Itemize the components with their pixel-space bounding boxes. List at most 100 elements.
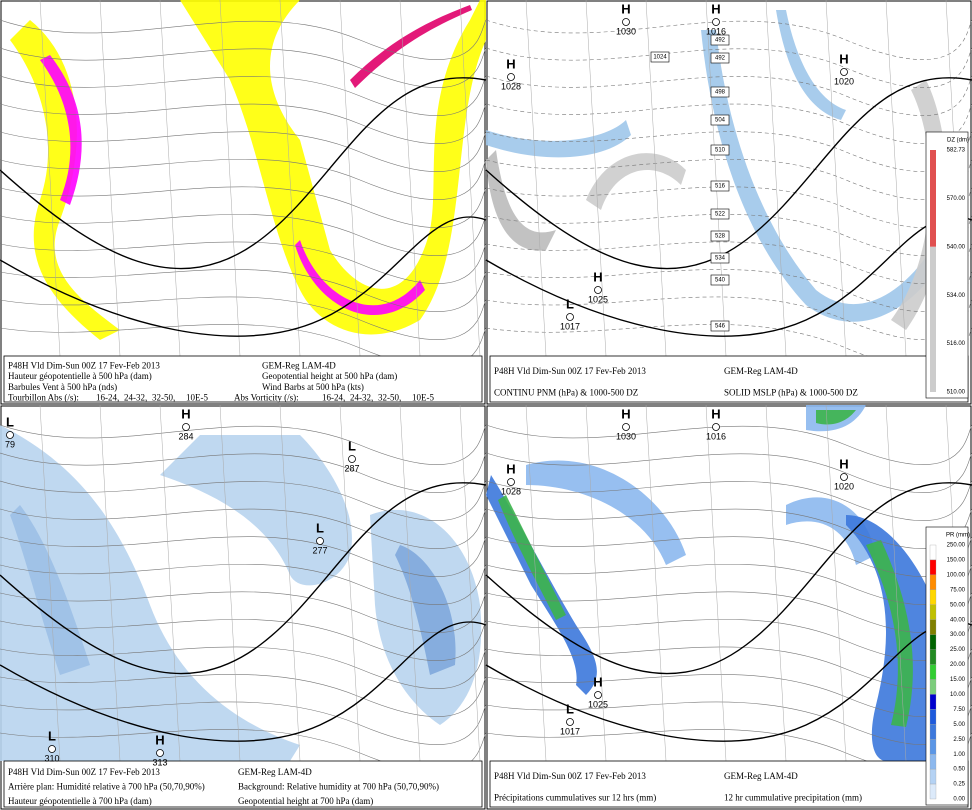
- legend-swatch: [929, 679, 937, 695]
- border-line: [765, 0, 787, 357]
- legend-label: 516.00: [947, 341, 966, 347]
- caption-text: GEM-Reg LAM-4D: [238, 767, 312, 777]
- pressure-center-value: 1020: [834, 481, 854, 491]
- legend-swatch: [929, 574, 937, 590]
- center-marker: [316, 537, 324, 545]
- pressure-center-letter: H: [839, 51, 848, 66]
- thickness-box: [710, 114, 730, 126]
- border-line: [99, 0, 121, 357]
- caption: P48H Vld Dim-Sun 00Z 17 Fev-Feb 2013 Préc…: [489, 760, 969, 808]
- center-marker: [840, 68, 848, 76]
- border-line: [459, 404, 481, 762]
- field-area: [816, 410, 856, 425]
- border-line: [279, 0, 301, 357]
- pressure-center-letter: H: [506, 461, 515, 476]
- border-line: [825, 404, 847, 762]
- legend-swatch: [929, 768, 937, 785]
- contour-line: [0, 103, 487, 144]
- border-line: [99, 404, 121, 762]
- legend-swatch: [929, 694, 937, 710]
- field-area: [701, 30, 966, 322]
- legend-label: 250.00: [947, 543, 966, 549]
- border-line: [399, 0, 421, 357]
- legend-label: 540.00: [947, 244, 966, 250]
- height-contour: [485, 216, 972, 337]
- center-marker: [156, 749, 164, 757]
- legend-label: 30.00: [950, 632, 966, 638]
- thickness-box: [710, 320, 730, 332]
- caption-text: GEM-Reg LAM-4D: [724, 366, 798, 376]
- height-contour: [485, 482, 972, 675]
- caption-text: Geopotential height at 500 hPa (dam): [262, 371, 397, 381]
- caption-text: Barbules Vent à 500 hPa (nds): [8, 382, 117, 392]
- center-marker: [622, 423, 630, 431]
- center-marker: [6, 431, 14, 439]
- center-marker: [840, 473, 848, 481]
- thickness-box: [710, 52, 730, 64]
- pressure-center-value: 313: [152, 757, 167, 767]
- color-legend: PR (mm) 250.00 150.00 100.00 75.00 50.00 40.00…: [925, 526, 970, 806]
- border-line: [705, 404, 727, 762]
- border-line: [645, 0, 667, 357]
- caption-text: Geopotential height at 700 hPa (dam): [238, 796, 373, 806]
- thickness-label: 492: [715, 38, 726, 44]
- pressure-center-value: 310: [44, 753, 59, 763]
- border-line: [765, 404, 787, 762]
- legend-label: 0.00: [953, 797, 965, 803]
- vorticity-unit: 10E-5: [412, 393, 434, 403]
- pressure-center-letter: H: [711, 1, 720, 16]
- field-area: [295, 240, 425, 316]
- contour-line: [485, 47, 972, 88]
- height-contour: [485, 77, 972, 270]
- field-area: [776, 10, 846, 120]
- legend-swatch: [929, 589, 937, 605]
- border-line: [705, 0, 727, 357]
- legend-swatch: [929, 783, 937, 800]
- vorticity-label: Tourbillon Abs (/s):: [8, 393, 79, 403]
- thickness-label: 546: [715, 324, 726, 330]
- caption-text: Hauteur géopotentielle à 500 hPa (dam): [8, 371, 152, 381]
- contour-line: [0, 619, 487, 661]
- legend-label: 582.73: [947, 148, 966, 154]
- contour-line: [485, 75, 972, 116]
- legend-ramp: [930, 246, 936, 392]
- center-marker: [507, 478, 515, 486]
- pressure-center-letter: L: [348, 438, 356, 453]
- thickness-label: 540: [715, 278, 726, 284]
- vorticity-label: Abs Vorticity (/s):: [234, 393, 299, 403]
- contour-line: [0, 296, 487, 340]
- map-panel: P48H Vld Dim-Sun 00Z 17 Fev-Feb 2013 CONT…: [485, 0, 972, 405]
- contour-line: [0, 214, 487, 256]
- legend-label: 534.00: [947, 293, 966, 299]
- pressure-center-value: 1017: [560, 726, 580, 736]
- caption-text: Hauteur géopotentielle à 700 hPa (dam): [8, 796, 152, 806]
- legend-swatch: [929, 754, 937, 770]
- legend-title: PR (mm): [946, 533, 970, 539]
- caption-text: GEM-Reg LAM-4D: [724, 771, 798, 781]
- legend-swatch: [929, 544, 937, 561]
- legend-label: 2.50: [953, 737, 965, 743]
- thickness-label: 522: [715, 212, 726, 218]
- color-legend: DZ (dm) 582.73 570.00 540.00 534.00 516.00 510…: [925, 131, 969, 399]
- border-line: [279, 404, 301, 762]
- pressure-center-value: 1020: [834, 76, 854, 86]
- center-marker: [48, 745, 56, 753]
- contour-line: [0, 508, 487, 549]
- legend-ramp: [930, 150, 936, 247]
- caption-text: Précipitations cummulatives sur 12 hrs (…: [494, 792, 656, 802]
- field-area: [866, 540, 913, 727]
- contour-line: [0, 701, 487, 745]
- caption-box: [3, 355, 483, 403]
- pressure-center-value: 1030: [616, 431, 636, 441]
- caption: P48H Vld Dim-Sun 00Z 17 Fev-Feb 2013 CONT…: [489, 355, 969, 403]
- contour-line: [485, 452, 972, 493]
- border-line: [339, 0, 361, 357]
- height-contour: [485, 621, 972, 742]
- legend-label: 1.00: [953, 752, 965, 758]
- border-line: [525, 0, 547, 357]
- border-line: [39, 404, 61, 762]
- thickness-box: [710, 274, 730, 286]
- legend-label: 50.00: [950, 602, 966, 608]
- pressure-center-letter: L: [566, 701, 574, 716]
- legend-swatch: [929, 724, 937, 740]
